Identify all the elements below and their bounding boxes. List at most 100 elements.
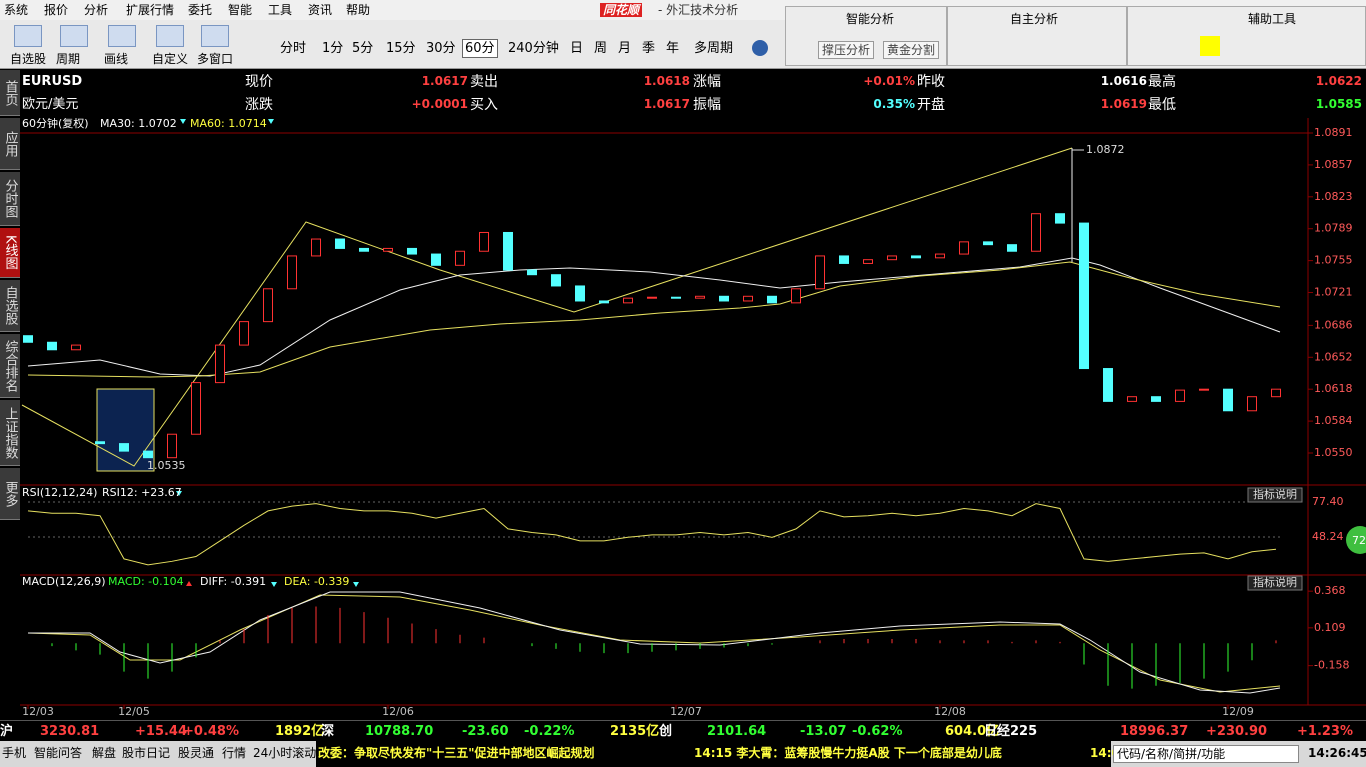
panel-button[interactable]: 黄金分割: [883, 41, 940, 59]
bottom-button[interactable]: 智能问答: [34, 746, 83, 760]
candle-body: [719, 295, 729, 302]
y-tick-label: 1.0550: [1314, 446, 1353, 459]
period-button[interactable]: 日: [570, 41, 584, 56]
index-item: -0.62%: [852, 724, 903, 739]
index-item: 创: [659, 724, 673, 739]
bottom-button[interactable]: 股灵通: [178, 746, 215, 760]
settings-icon[interactable]: [752, 40, 768, 56]
period-button[interactable]: 多周期: [694, 41, 734, 56]
candle-body: [623, 297, 633, 304]
side-tab[interactable]: 自选股: [0, 280, 20, 332]
candle-body: [1031, 213, 1041, 252]
quote-value: 1.0622: [1315, 74, 1362, 88]
quote-value: 1.0618: [643, 74, 690, 88]
menu-item[interactable]: 资讯: [308, 3, 333, 17]
bottom-button[interactable]: 手机: [2, 746, 27, 760]
quote-label: 买入: [470, 97, 498, 113]
rsi-line: [27, 503, 1277, 566]
period-button[interactable]: 240分钟: [508, 41, 559, 56]
period-button[interactable]: 月: [618, 41, 632, 56]
quote-label: 昨收: [917, 74, 945, 90]
news-ticker: 改委：争取尽快发布"十三五"促进中部地区崛起规划 14:15 李大霄：蓝筹股慢牛力…: [316, 741, 1142, 767]
candle-body: [767, 295, 777, 304]
bottom-button[interactable]: 股市日记: [122, 746, 171, 760]
app-logo: 同花顺: [600, 3, 643, 17]
side-tab[interactable]: 更多: [0, 468, 20, 520]
period-button[interactable]: 季: [642, 41, 656, 56]
candle-body: [311, 238, 321, 257]
candle-body: [431, 253, 441, 266]
news-item[interactable]: 改委：争取尽快发布"十三五"促进中部地区崛起规划: [318, 746, 595, 760]
explain-button: 指标说明: [1253, 575, 1297, 589]
y-tick-label: 1.0686: [1314, 318, 1353, 331]
y-tick-label: 1.0652: [1314, 350, 1353, 363]
period-button[interactable]: 5分: [352, 41, 374, 56]
tool-icon[interactable]: [156, 25, 184, 47]
side-tab[interactable]: 分时图: [0, 172, 20, 226]
period-label: 60分钟(复权): [22, 118, 89, 130]
bottom-button[interactable]: 24小时滚动: [253, 746, 317, 760]
period-button[interactable]: 周: [594, 41, 608, 56]
quote-name: 欧元/美元: [22, 97, 79, 112]
index-item: 2135亿: [610, 724, 660, 739]
tool-icon[interactable]: [201, 25, 229, 47]
side-tab[interactable]: 首页: [0, 70, 20, 116]
bottom-button[interactable]: 解盘: [92, 746, 117, 760]
tool-label[interactable]: 自定义: [152, 52, 189, 66]
period-button[interactable]: 30分: [426, 41, 456, 56]
aux-panel: [1127, 6, 1366, 66]
period-button[interactable]: 60分: [462, 39, 498, 58]
rsi-tick-label: 48.24: [1312, 530, 1344, 543]
candle-body: [167, 433, 177, 459]
menu-item[interactable]: 委托: [188, 3, 213, 17]
tool-label[interactable]: 多窗口: [197, 52, 234, 66]
index-item: +15.44: [135, 724, 188, 739]
candle-body: [1151, 396, 1161, 402]
quote-label: 卖出: [470, 74, 498, 90]
side-tab[interactable]: 应用: [0, 118, 20, 170]
side-tab[interactable]: 综合排名: [0, 334, 20, 398]
candle-body: [1223, 388, 1233, 412]
candle-body: [1055, 213, 1065, 224]
side-tab[interactable]: K线图: [0, 228, 20, 278]
tool-icon[interactable]: [60, 25, 88, 47]
menu-item[interactable]: 帮助: [346, 3, 371, 17]
menu-item[interactable]: 扩展行情: [126, 3, 175, 17]
tool-label[interactable]: 周期: [56, 52, 81, 66]
candle-body: [215, 344, 225, 384]
search-box[interactable]: 代码/名称/简拼/功能: [1113, 745, 1299, 763]
macd-tick-label: 0.368: [1314, 584, 1346, 597]
tool-label[interactable]: 自选股: [10, 52, 47, 66]
candle-body: [1247, 396, 1257, 412]
menu-item[interactable]: 分析: [84, 3, 109, 17]
tool-label[interactable]: 画线: [104, 52, 129, 66]
panel-button[interactable]: 撑压分析: [818, 41, 875, 59]
period-button[interactable]: 15分: [386, 41, 416, 56]
candle-body: [335, 238, 345, 249]
quote-value: 0.35%: [873, 97, 915, 111]
y-tick-label: 1.0857: [1314, 158, 1353, 171]
candle-body: [671, 296, 681, 299]
index-bar: 沪 3230.81 +15.44 +0.48% 1892亿深 10788.70 -23.60…: [0, 720, 1366, 742]
y-tick-label: 1.0618: [1314, 382, 1353, 395]
period-button[interactable]: 分时: [280, 41, 307, 56]
menu-item[interactable]: 智能: [228, 3, 253, 17]
index-item: 10788.70: [365, 724, 434, 739]
tool-icon[interactable]: [108, 25, 136, 47]
menu-item[interactable]: 系统: [4, 3, 29, 17]
menu-item[interactable]: 报价: [44, 3, 69, 17]
bottom-button[interactable]: 行情: [222, 746, 247, 760]
index-item: -0.22%: [524, 724, 575, 739]
period-button[interactable]: 年: [666, 41, 680, 56]
side-tab[interactable]: 上证指数: [0, 400, 20, 466]
menu-item[interactable]: 工具: [268, 3, 293, 17]
color-picker[interactable]: [1200, 36, 1220, 56]
y-tick-label: 1.0584: [1314, 414, 1353, 427]
news-item[interactable]: 14:15 李大霄：蓝筹股慢牛力挺A股 下一个底部是幼儿底: [694, 746, 1002, 760]
candle-body: [911, 255, 921, 259]
period-button[interactable]: 1分: [322, 41, 344, 56]
tool-icon[interactable]: [14, 25, 42, 47]
candle-body: [1103, 368, 1113, 402]
ma60-label: MA60: 1.0714: [190, 118, 267, 130]
index-item: +230.90: [1206, 724, 1268, 739]
